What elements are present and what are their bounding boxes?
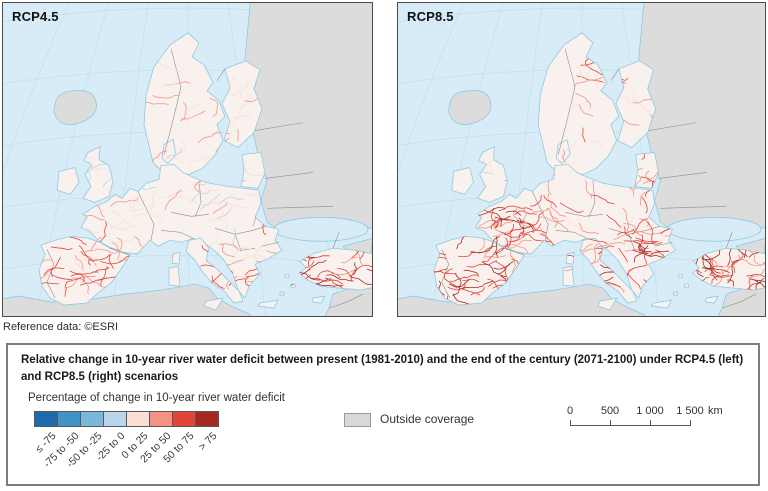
map-scenario-label-right: RCP8.5	[407, 9, 454, 24]
scale-bar-tick	[650, 420, 651, 426]
country-borders-layer	[441, 48, 757, 309]
scale-bar-tick-label: 0	[566, 405, 574, 417]
colorbar-class-swatch	[103, 411, 127, 427]
reference-data-note: Reference data: ©ESRI	[3, 321, 119, 333]
outside-coverage-land-layer	[3, 3, 372, 316]
colorbar	[34, 411, 219, 427]
legend-box: Relative change in 10-year river water d…	[6, 343, 760, 486]
colorbar-class-swatch	[34, 411, 58, 427]
scale-bar-line	[570, 425, 691, 426]
map-scenario-label-left: RCP4.5	[12, 9, 59, 24]
scale-bar-tick	[610, 420, 611, 426]
scale-bar-tick-label: 500	[600, 405, 620, 417]
europe-map-rcp85	[398, 3, 765, 316]
colorbar-class-swatch	[57, 411, 81, 427]
scale-bar-unit: km	[708, 405, 723, 417]
colorbar-class-swatch	[149, 411, 173, 427]
map-panel-rcp45: RCP4.5	[2, 2, 373, 317]
country-borders-layer	[46, 48, 364, 309]
outside-coverage-label: Outside coverage	[380, 412, 475, 426]
legend-title: Percentage of change in 10-year river wa…	[28, 392, 285, 404]
colorbar-class-swatch	[172, 411, 196, 427]
colorbar-class-swatch	[80, 411, 104, 427]
outside-coverage-land-layer	[398, 3, 765, 316]
figure-caption: Relative change in 10-year river water d…	[21, 354, 744, 383]
colorbar-class-swatch	[126, 411, 150, 427]
scale-bar-tick	[570, 420, 571, 426]
scale-bar: 0 500 1 000 1 500 km	[566, 405, 750, 433]
scale-bar-tick	[690, 420, 691, 426]
map-panel-rcp85: RCP8.5	[397, 2, 766, 317]
outside-coverage-swatch	[344, 413, 371, 427]
colorbar-class-swatch	[195, 411, 219, 427]
europe-map-rcp45	[3, 3, 372, 316]
scale-bar-tick-label: 1 000	[636, 405, 664, 417]
scale-bar-tick-label: 1 500	[676, 405, 704, 417]
